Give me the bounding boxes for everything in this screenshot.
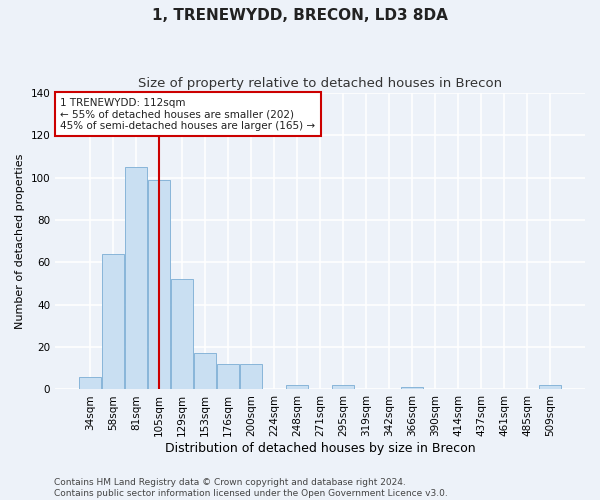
Bar xyxy=(79,377,101,390)
Bar xyxy=(332,385,354,390)
Bar xyxy=(171,280,193,390)
Title: Size of property relative to detached houses in Brecon: Size of property relative to detached ho… xyxy=(138,78,502,90)
Text: Contains HM Land Registry data © Crown copyright and database right 2024.
Contai: Contains HM Land Registry data © Crown c… xyxy=(54,478,448,498)
Bar xyxy=(539,385,561,390)
Bar xyxy=(125,167,147,390)
Text: 1, TRENEWYDD, BRECON, LD3 8DA: 1, TRENEWYDD, BRECON, LD3 8DA xyxy=(152,8,448,22)
Bar xyxy=(286,385,308,390)
Bar xyxy=(102,254,124,390)
Text: 1 TRENEWYDD: 112sqm
← 55% of detached houses are smaller (202)
45% of semi-detac: 1 TRENEWYDD: 112sqm ← 55% of detached ho… xyxy=(61,98,316,130)
X-axis label: Distribution of detached houses by size in Brecon: Distribution of detached houses by size … xyxy=(165,442,475,455)
Bar xyxy=(194,354,216,390)
Bar xyxy=(401,388,423,390)
Bar xyxy=(217,364,239,390)
Bar xyxy=(148,180,170,390)
Bar xyxy=(240,364,262,390)
Y-axis label: Number of detached properties: Number of detached properties xyxy=(15,154,25,329)
